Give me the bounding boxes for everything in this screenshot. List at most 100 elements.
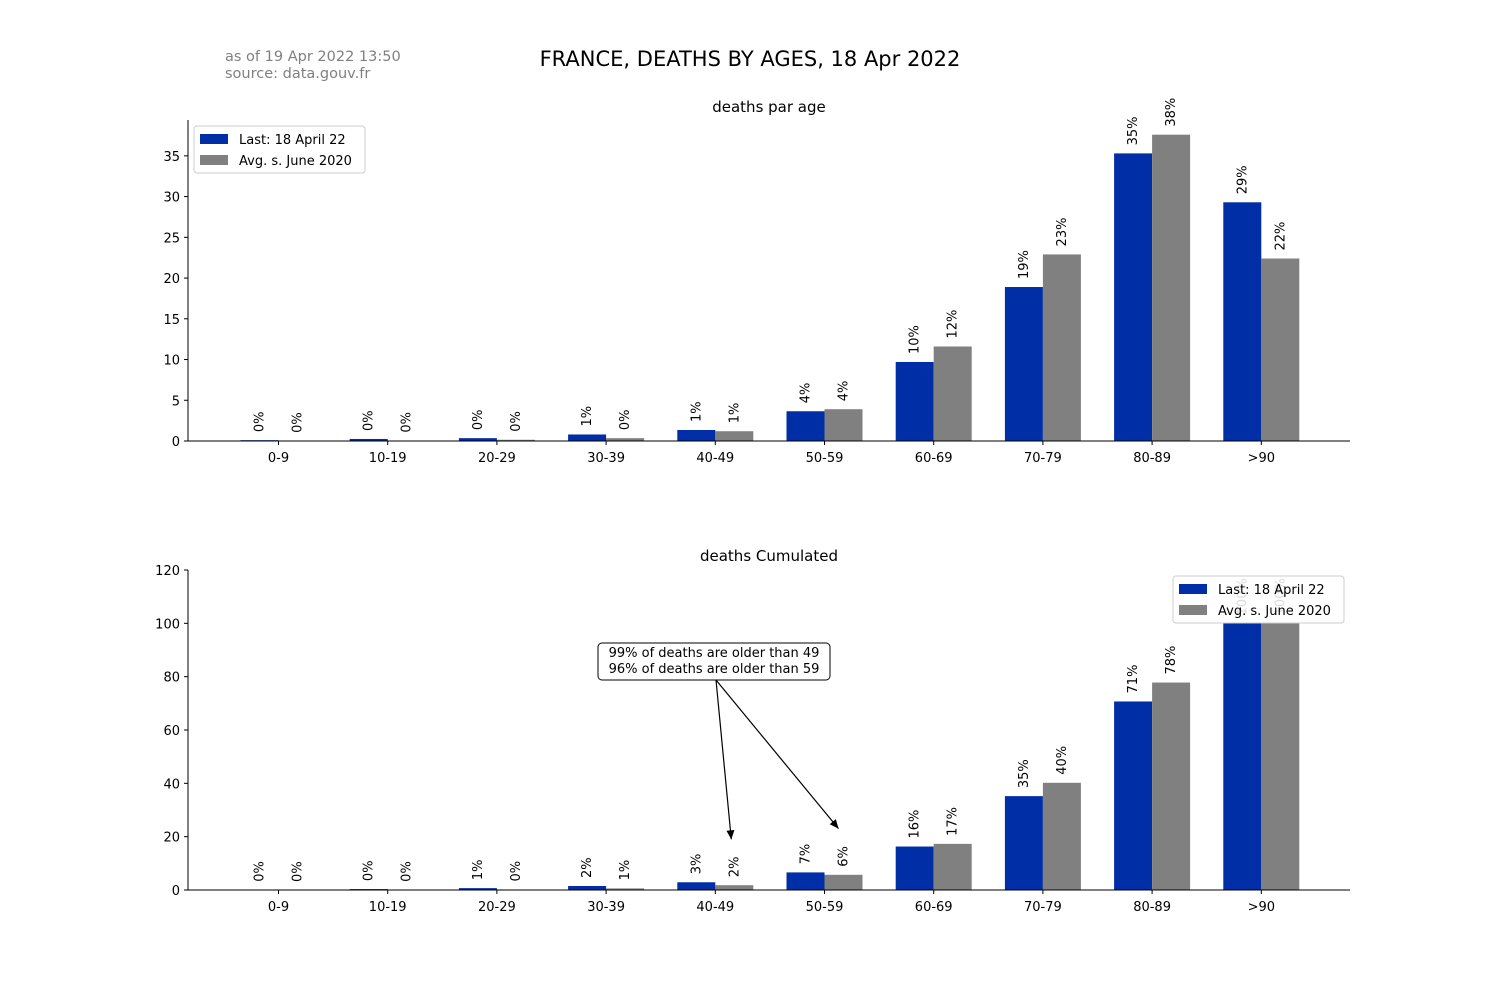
bar-last: [349, 438, 388, 441]
chart-title: deaths par age: [712, 98, 826, 116]
x-tick-label: >90: [1248, 900, 1275, 915]
data-label: 0%: [253, 412, 268, 433]
chart-title: deaths Cumulated: [700, 547, 838, 565]
bar-last: [458, 888, 497, 890]
legend: Last: 18 April 22 Avg. s. June 2020: [1172, 575, 1345, 624]
data-label: 0%: [618, 410, 633, 431]
bar-last: [458, 438, 497, 441]
bar-avg: [1042, 782, 1081, 890]
as-of-text: as of 19 Apr 2022 13:50: [225, 49, 401, 65]
legend-swatch: [1179, 584, 1207, 594]
data-label: 0%: [253, 861, 268, 882]
data-label: 0%: [471, 410, 486, 431]
data-label: 2%: [727, 857, 742, 878]
data-label: 3%: [689, 854, 704, 875]
y-tick-label: 10: [163, 354, 180, 369]
legend-swatch: [200, 134, 228, 144]
legend-label: Avg. s. June 2020: [1218, 604, 1331, 619]
bar-last: [786, 411, 825, 441]
x-tick-label: 40-49: [696, 451, 734, 466]
x-tick-label: 40-49: [696, 900, 734, 915]
data-label: 0%: [509, 411, 524, 432]
bar-avg: [496, 439, 535, 441]
y-tick-label: 100: [155, 617, 180, 632]
x-tick-label: 10-19: [369, 451, 407, 466]
data-label: 10%: [908, 325, 923, 354]
legend-label: Last: 18 April 22: [239, 133, 346, 148]
x-tick-label: 50-59: [806, 451, 844, 466]
x-tick-label: 30-39: [587, 900, 625, 915]
data-label: 0%: [400, 861, 415, 882]
x-tick-label: >90: [1248, 451, 1275, 466]
bar-avg: [824, 409, 863, 441]
bar-last: [677, 430, 716, 441]
data-label: 16%: [908, 810, 923, 839]
x-tick-label: 30-39: [587, 451, 625, 466]
x-tick-label: 50-59: [806, 900, 844, 915]
data-label: 1%: [618, 860, 633, 881]
chart-panel-1: deaths par age 0% 0% 0-9 0% 0% 10-19 0% 0% 20-29 1…: [163, 98, 1350, 466]
data-label: 2%: [580, 857, 595, 878]
data-label: 1%: [580, 406, 595, 427]
annotation-text: 99% of deaths are older than 49: [609, 646, 820, 661]
y-tick-label: 25: [163, 231, 180, 246]
bar-avg: [1152, 682, 1191, 890]
x-tick-label: 0-9: [268, 900, 289, 915]
y-tick-label: 120: [155, 564, 180, 579]
bar-avg: [824, 874, 863, 890]
data-label: 6%: [837, 846, 852, 867]
bar-last: [786, 872, 825, 890]
x-tick-label: 10-19: [369, 900, 407, 915]
x-tick-label: 70-79: [1024, 900, 1062, 915]
bar-avg: [606, 438, 645, 441]
annotation-box: [597, 642, 831, 681]
annotation-text: 96% of deaths are older than 59: [609, 662, 820, 677]
data-label: 4%: [837, 381, 852, 402]
data-label: 35%: [1126, 116, 1141, 145]
data-label: 0%: [362, 860, 377, 881]
x-tick-label: 80-89: [1133, 900, 1171, 915]
x-tick-label: 80-89: [1133, 451, 1171, 466]
legend-box: [1172, 575, 1345, 624]
data-label: 22%: [1273, 222, 1288, 251]
data-label: 78%: [1164, 646, 1179, 675]
bar-last: [1004, 796, 1043, 890]
bar-avg: [933, 843, 972, 890]
legend-label: Avg. s. June 2020: [239, 154, 352, 169]
data-label: 0%: [400, 412, 415, 433]
data-label: 29%: [1235, 165, 1250, 194]
data-label: 40%: [1055, 746, 1070, 775]
bar-last: [895, 846, 934, 890]
bar-avg: [606, 888, 645, 890]
y-tick-label: 40: [163, 777, 180, 792]
data-label: 7%: [799, 844, 814, 865]
data-label: 38%: [1164, 98, 1179, 127]
bar-avg: [1261, 623, 1300, 890]
y-tick-label: 30: [163, 191, 180, 206]
y-tick-label: 5: [172, 394, 180, 409]
y-tick-label: 60: [163, 724, 180, 739]
x-tick-label: 20-29: [478, 451, 516, 466]
bar-last: [568, 886, 607, 890]
legend: Last: 18 April 22 Avg. s. June 2020: [193, 125, 366, 174]
y-tick-label: 20: [163, 272, 180, 287]
data-label: 0%: [362, 410, 377, 431]
bar-last: [895, 361, 934, 441]
y-tick-label: 20: [163, 831, 180, 846]
x-tick-label: 60-69: [915, 900, 953, 915]
x-tick-label: 60-69: [915, 451, 953, 466]
legend-label: Last: 18 April 22: [1218, 583, 1325, 598]
chart-meta: as of 19 Apr 2022 13:50 source: data.gou…: [225, 49, 401, 83]
y-tick-label: 80: [163, 671, 180, 686]
bar-last: [1223, 202, 1262, 441]
y-tick-label: 0: [172, 884, 180, 899]
bar-avg: [1042, 254, 1081, 441]
annotation-arrowhead: [726, 829, 735, 840]
data-label: 1%: [727, 403, 742, 424]
data-label: 23%: [1055, 218, 1070, 247]
data-label: 4%: [799, 383, 814, 404]
y-tick-label: 0: [172, 435, 180, 450]
bar-last: [1114, 153, 1153, 441]
